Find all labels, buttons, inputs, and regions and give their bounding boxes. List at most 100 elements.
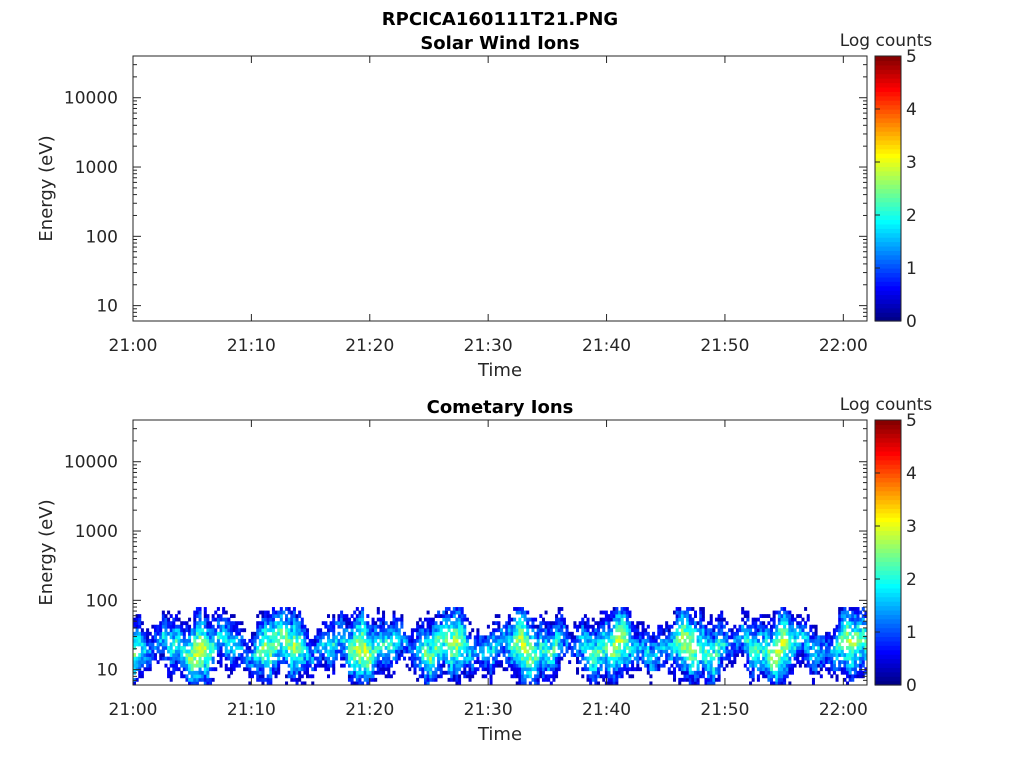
heatmap-cell [859,638,863,643]
heatmap-cell [355,653,359,657]
heatmap-cell [675,649,679,654]
heatmap-cell [770,649,774,654]
heatmap-cell [610,628,614,633]
heatmap-cell [539,614,543,618]
heatmap-cell [481,653,485,657]
heatmap-cell [279,649,283,654]
heatmap-cell [515,607,519,611]
heatmap-cell [620,674,624,679]
heatmap-cell [486,670,490,675]
heatmap-cell [696,674,700,679]
heatmap-cell [452,653,456,657]
heatmap-cell [358,621,362,626]
heatmap-cell [274,646,278,650]
heatmap-cell [709,674,713,679]
heatmap-cell [269,638,273,643]
heatmap-cell [641,649,645,654]
heatmap-cell [853,642,857,647]
heatmap-cell [368,670,372,675]
heatmap-cell [387,628,391,633]
heatmap-cell [395,649,399,654]
heatmap-cell [814,631,818,636]
heatmap-cell [641,635,645,640]
heatmap-cell [177,610,181,615]
heatmap-cell [460,607,464,611]
heatmap-cell [827,653,831,657]
figure-title: RPCICA160111T21.PNG [382,9,618,30]
heatmap-cell [206,638,210,643]
heatmap-cell [203,624,207,629]
heatmap-cell [523,614,527,618]
heatmap-cell [326,631,331,636]
heatmap-cell [811,646,815,650]
heatmap-cell [437,649,441,654]
heatmap-cell [135,660,139,665]
heatmap-cell [814,670,818,675]
heatmap-cell [693,614,698,618]
heatmap-cell [271,607,275,611]
heatmap-cell [631,621,635,626]
heatmap-cell [295,624,299,629]
heatmap-cell [520,638,524,643]
heatmap-cell [190,656,194,661]
heatmap-cell [285,642,289,647]
heatmap-cell [303,638,307,643]
heatmap-cell [492,670,496,675]
heatmap-cell [492,649,496,654]
heatmap-cell [146,660,150,665]
heatmap-cell [518,681,522,686]
heatmap-cell [253,653,257,657]
heatmap-cell [195,621,199,626]
heatmap-cell [746,628,750,633]
heatmap-cell [290,660,294,665]
heatmap-cell [172,635,176,640]
heatmap-cell [814,667,818,672]
heatmap-cell [468,677,472,682]
heatmap-cell [408,638,412,643]
heatmap-cell [235,631,239,636]
heatmap-cell [363,663,367,668]
heatmap-cell [295,681,299,686]
heatmap-cell [266,663,270,668]
heatmap-cell [146,628,150,633]
heatmap-cell [161,653,165,657]
heatmap-cell [237,642,241,647]
heatmap-cell [345,614,349,618]
heatmap-cell [555,656,559,661]
heatmap-cell [500,628,504,633]
heatmap-cell [738,624,742,629]
heatmap-cell [788,681,792,686]
heatmap-cell [628,614,632,618]
heatmap-cell [387,663,391,668]
heatmap-cell [772,642,776,647]
heatmap-cell [861,617,865,622]
heatmap-cell [442,642,446,647]
heatmap-cell [746,638,750,643]
heatmap-cell [290,614,294,618]
heatmap-cell [418,638,422,643]
heatmap-cell [245,667,249,672]
heatmap-cell [785,660,789,665]
heatmap-cell [536,646,540,650]
heatmap-cell [733,660,737,665]
heatmap-cell [303,624,307,629]
heatmap-cell [526,621,530,626]
heatmap-cell [596,649,601,654]
heatmap-cell [358,628,362,633]
heatmap-cell [623,628,627,633]
heatmap-cell [492,621,496,626]
heatmap-cell [767,656,771,661]
heatmap-cell [198,628,202,633]
heatmap-cell [780,607,784,611]
heatmap-cell [342,656,346,661]
heatmap-cell [285,621,289,626]
heatmap-cell [151,635,155,640]
heatmap-cell [625,663,629,668]
heatmap-cell [295,656,299,661]
heatmap-cell [594,663,598,668]
heatmap-cell [851,667,855,672]
heatmap-cell [790,670,794,675]
heatmap-cell [345,660,349,665]
heatmap-cell [620,649,624,654]
heatmap-cell [531,624,535,629]
